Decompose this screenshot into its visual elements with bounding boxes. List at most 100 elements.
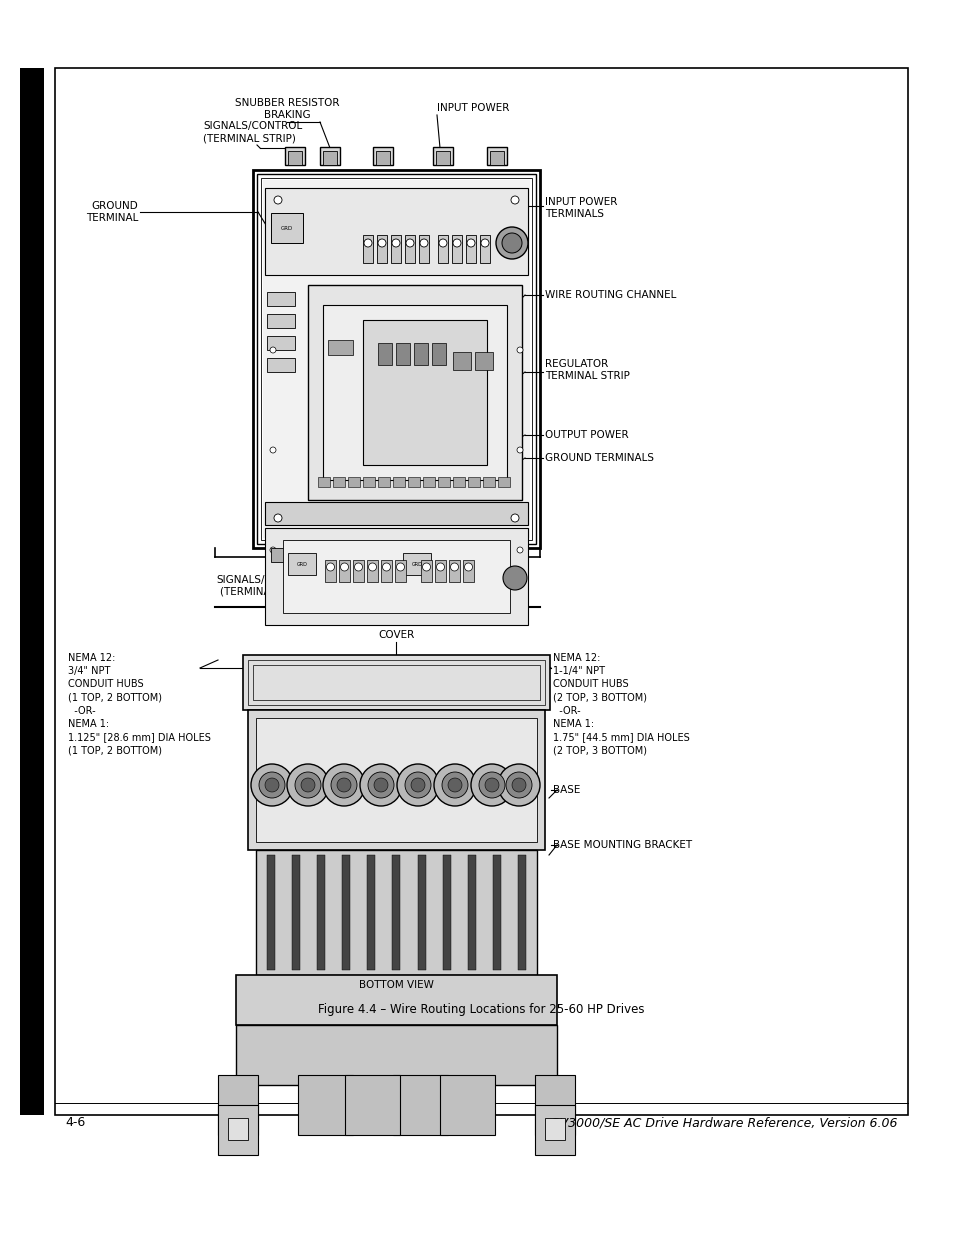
Bar bbox=[414, 343, 428, 366]
Circle shape bbox=[323, 764, 365, 806]
Circle shape bbox=[419, 240, 428, 247]
Bar bbox=[288, 553, 315, 576]
Circle shape bbox=[396, 764, 438, 806]
Text: INPUT POWER
OR
SNUBBER RESISTOR
BRAKING: INPUT POWER OR SNUBBER RESISTOR BRAKING bbox=[416, 564, 519, 609]
Circle shape bbox=[441, 772, 468, 798]
Bar bbox=[285, 147, 305, 165]
Bar bbox=[235, 974, 557, 1025]
Text: USER WIRE ROUTING: USER WIRE ROUTING bbox=[291, 592, 501, 609]
Circle shape bbox=[517, 447, 522, 453]
Bar bbox=[453, 477, 464, 487]
Bar bbox=[462, 559, 474, 582]
Text: BOTTOM VIEW: BOTTOM VIEW bbox=[358, 981, 434, 990]
Circle shape bbox=[270, 447, 275, 453]
Bar bbox=[418, 235, 429, 263]
Circle shape bbox=[355, 563, 362, 571]
Text: BASE: BASE bbox=[553, 785, 579, 795]
Bar bbox=[380, 559, 392, 582]
Bar bbox=[482, 477, 495, 487]
Bar bbox=[391, 235, 400, 263]
Circle shape bbox=[436, 563, 444, 571]
Bar bbox=[363, 235, 373, 263]
Bar bbox=[432, 343, 446, 366]
Bar bbox=[452, 235, 461, 263]
Bar bbox=[255, 718, 537, 842]
Bar bbox=[353, 559, 364, 582]
Circle shape bbox=[270, 547, 275, 553]
Text: REGULATOR
TERMINAL STRIP: REGULATOR TERMINAL STRIP bbox=[544, 359, 629, 380]
Circle shape bbox=[265, 778, 278, 792]
Circle shape bbox=[450, 563, 458, 571]
Bar bbox=[345, 1074, 399, 1135]
Bar bbox=[535, 1074, 575, 1135]
Circle shape bbox=[359, 764, 401, 806]
Bar bbox=[435, 559, 446, 582]
Bar bbox=[405, 235, 415, 263]
Bar bbox=[235, 1025, 557, 1086]
Bar bbox=[442, 548, 456, 562]
Bar bbox=[439, 543, 459, 562]
Bar bbox=[308, 285, 521, 500]
Circle shape bbox=[448, 778, 461, 792]
Circle shape bbox=[368, 563, 376, 571]
Bar bbox=[218, 1074, 257, 1135]
Bar bbox=[373, 147, 393, 165]
Bar bbox=[20, 68, 44, 1115]
Text: GRD: GRD bbox=[280, 226, 293, 231]
Bar bbox=[316, 855, 325, 969]
Circle shape bbox=[464, 563, 472, 571]
Bar bbox=[475, 352, 493, 370]
Bar bbox=[255, 850, 537, 974]
Bar bbox=[267, 291, 294, 306]
Bar bbox=[437, 477, 450, 487]
Bar bbox=[305, 543, 325, 562]
Bar bbox=[395, 559, 406, 582]
Bar bbox=[393, 1074, 448, 1135]
Bar bbox=[392, 855, 400, 969]
Bar bbox=[490, 151, 503, 165]
Bar bbox=[395, 548, 410, 562]
Bar bbox=[228, 1118, 248, 1140]
Bar bbox=[490, 543, 510, 562]
Bar bbox=[256, 174, 536, 543]
Circle shape bbox=[438, 240, 447, 247]
Circle shape bbox=[274, 196, 282, 204]
Text: INPUT POWER: INPUT POWER bbox=[436, 103, 509, 112]
Text: WIRE ROUTING CHANNEL: WIRE ROUTING CHANNEL bbox=[544, 290, 676, 300]
Circle shape bbox=[251, 764, 293, 806]
Bar bbox=[267, 314, 294, 329]
Bar bbox=[377, 477, 390, 487]
Circle shape bbox=[405, 772, 431, 798]
Bar bbox=[467, 855, 476, 969]
Circle shape bbox=[396, 563, 404, 571]
Circle shape bbox=[453, 240, 460, 247]
Text: SIGNALS/CONTROL
(TERMINAL STRIP): SIGNALS/CONTROL (TERMINAL STRIP) bbox=[203, 121, 302, 143]
Bar bbox=[493, 548, 506, 562]
Circle shape bbox=[364, 240, 372, 247]
Circle shape bbox=[484, 778, 498, 792]
Bar bbox=[338, 559, 350, 582]
Bar bbox=[408, 477, 419, 487]
Bar bbox=[517, 855, 525, 969]
Circle shape bbox=[274, 514, 282, 522]
Text: GROUND
TERMINAL: GROUND TERMINAL bbox=[86, 201, 138, 222]
Bar bbox=[420, 559, 432, 582]
Bar bbox=[367, 855, 375, 969]
Circle shape bbox=[434, 764, 476, 806]
Bar bbox=[319, 147, 339, 165]
Text: MOTOR LEADS: MOTOR LEADS bbox=[328, 580, 403, 590]
Circle shape bbox=[406, 240, 414, 247]
Bar bbox=[377, 343, 392, 366]
Text: INPUT POWER
TERMINALS: INPUT POWER TERMINALS bbox=[544, 198, 617, 219]
Bar bbox=[253, 170, 539, 548]
Bar bbox=[297, 1074, 353, 1135]
Circle shape bbox=[377, 240, 386, 247]
Bar bbox=[271, 548, 285, 562]
Bar bbox=[493, 855, 500, 969]
Bar bbox=[433, 147, 453, 165]
Circle shape bbox=[505, 772, 532, 798]
Text: GV3000/SE AC Drive Hardware Reference, Version 6.06: GV3000/SE AC Drive Hardware Reference, V… bbox=[550, 1116, 897, 1130]
Bar bbox=[325, 559, 335, 582]
Text: SNUBBER RESISTOR
BRAKING: SNUBBER RESISTOR BRAKING bbox=[234, 99, 339, 120]
Bar bbox=[218, 1105, 257, 1155]
